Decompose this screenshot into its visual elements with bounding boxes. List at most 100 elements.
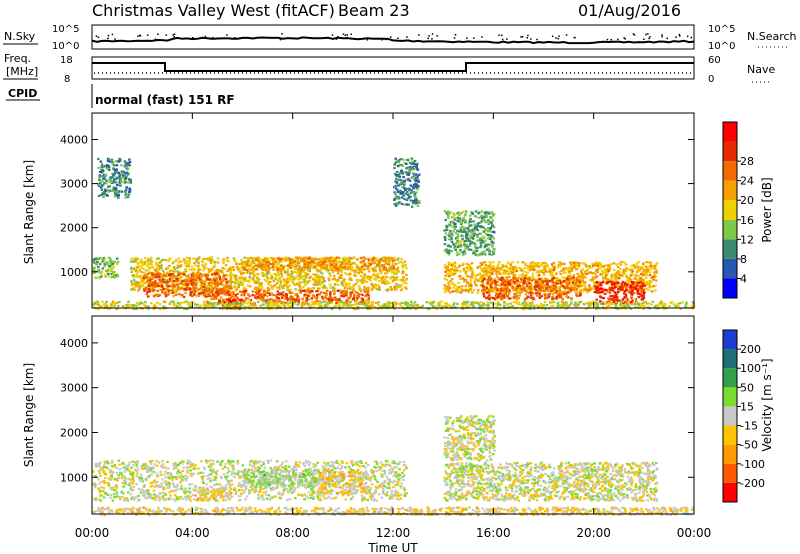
heat-cell bbox=[504, 272, 507, 276]
heat-cell bbox=[526, 283, 529, 286]
heat-cell bbox=[402, 276, 405, 279]
nsky-dot bbox=[661, 35, 663, 38]
heat-cell bbox=[358, 293, 361, 296]
heat-cell bbox=[224, 264, 228, 267]
heat-cell bbox=[505, 270, 508, 273]
heat-cell bbox=[307, 266, 310, 269]
heat-cell bbox=[347, 258, 350, 262]
heat-cell bbox=[132, 278, 136, 281]
heat-cell bbox=[595, 287, 598, 290]
heat-cell bbox=[239, 272, 243, 275]
heat-cell bbox=[468, 284, 471, 288]
heat-cell bbox=[345, 273, 349, 276]
heat-cell bbox=[109, 257, 112, 260]
heat-cell bbox=[503, 291, 506, 294]
heat-cell bbox=[294, 263, 297, 266]
heat-cell bbox=[184, 288, 187, 291]
heat-cell bbox=[486, 248, 489, 251]
heat-cell bbox=[211, 290, 214, 293]
heat-cell bbox=[551, 265, 555, 268]
heat-cell bbox=[623, 282, 627, 285]
heat-cell bbox=[155, 276, 158, 279]
heat-cell bbox=[456, 285, 459, 289]
heat-cell bbox=[628, 268, 632, 271]
heat-cell bbox=[377, 259, 381, 262]
heat-cell bbox=[462, 253, 465, 256]
heat-cell bbox=[108, 180, 111, 183]
heat-cell bbox=[242, 264, 246, 267]
heat-cell bbox=[345, 294, 348, 297]
heat-cell bbox=[197, 261, 200, 264]
heat-cell bbox=[530, 261, 534, 264]
heat-cell bbox=[395, 276, 399, 279]
heat-cell bbox=[109, 259, 112, 262]
heat-cell bbox=[489, 262, 492, 265]
heat-cell bbox=[304, 271, 307, 274]
nsky-dot bbox=[389, 36, 392, 38]
heat-cell bbox=[304, 283, 307, 286]
heat-cell bbox=[488, 250, 491, 253]
heat-cell bbox=[572, 262, 576, 265]
heat-cell bbox=[559, 294, 563, 297]
heat-cell bbox=[451, 220, 454, 224]
heat-cell bbox=[114, 274, 118, 277]
heat-cell bbox=[283, 264, 286, 268]
heat-cell bbox=[307, 287, 310, 290]
heat-cell bbox=[595, 281, 599, 284]
heat-cell bbox=[187, 277, 190, 280]
heat-cell bbox=[93, 261, 96, 264]
heat-cell bbox=[605, 280, 608, 283]
heat-cell bbox=[650, 286, 653, 289]
heat-cell bbox=[579, 293, 582, 296]
heat-cell bbox=[469, 267, 472, 270]
heat-cell bbox=[544, 262, 547, 265]
heat-cell bbox=[130, 288, 133, 291]
heat-cell bbox=[460, 287, 463, 291]
heat-cell bbox=[586, 291, 589, 294]
heat-cell bbox=[367, 275, 370, 278]
heat-cell bbox=[291, 261, 294, 264]
heat-cell bbox=[105, 179, 108, 182]
heat-cell bbox=[480, 267, 483, 270]
heat-cell bbox=[312, 279, 316, 282]
heat-cell bbox=[268, 268, 271, 271]
heat-cell bbox=[128, 178, 131, 181]
heat-cell bbox=[200, 287, 203, 290]
heat-cell bbox=[488, 293, 491, 297]
heat-cell bbox=[365, 299, 368, 302]
heat-cell bbox=[447, 284, 451, 287]
heat-cell bbox=[501, 276, 504, 279]
heat-cell bbox=[510, 279, 513, 282]
heat-cell bbox=[484, 227, 487, 230]
heat-cell bbox=[98, 183, 101, 186]
heat-cell bbox=[207, 292, 211, 295]
heat-cell bbox=[308, 277, 312, 280]
heat-cell bbox=[315, 263, 318, 267]
heat-cell bbox=[536, 291, 539, 295]
heat-cell bbox=[156, 293, 159, 296]
heat-cell bbox=[459, 248, 462, 252]
heat-cell bbox=[572, 283, 576, 286]
heat-cell bbox=[453, 261, 457, 264]
nsky-panel bbox=[91, 24, 695, 50]
heat-cell bbox=[125, 164, 129, 167]
heat-cell bbox=[475, 274, 478, 277]
heat-cell bbox=[298, 288, 301, 292]
heat-cell bbox=[155, 282, 159, 285]
heat-cell bbox=[515, 287, 518, 290]
heat-cell bbox=[236, 300, 239, 303]
heat-cell bbox=[241, 293, 244, 297]
heat-cell bbox=[257, 279, 260, 282]
heat-cell bbox=[322, 267, 326, 270]
heat-cell bbox=[459, 226, 463, 229]
heat-cell bbox=[458, 217, 462, 220]
heat-cell bbox=[153, 281, 157, 284]
heat-cell bbox=[592, 277, 595, 281]
heat-cell bbox=[449, 270, 453, 273]
heat-cell bbox=[547, 295, 551, 298]
heat-cell bbox=[123, 165, 127, 168]
heat-cell bbox=[112, 167, 115, 170]
heat-cell bbox=[579, 291, 582, 294]
heat-cell bbox=[164, 274, 167, 277]
heat-cell bbox=[349, 278, 352, 281]
